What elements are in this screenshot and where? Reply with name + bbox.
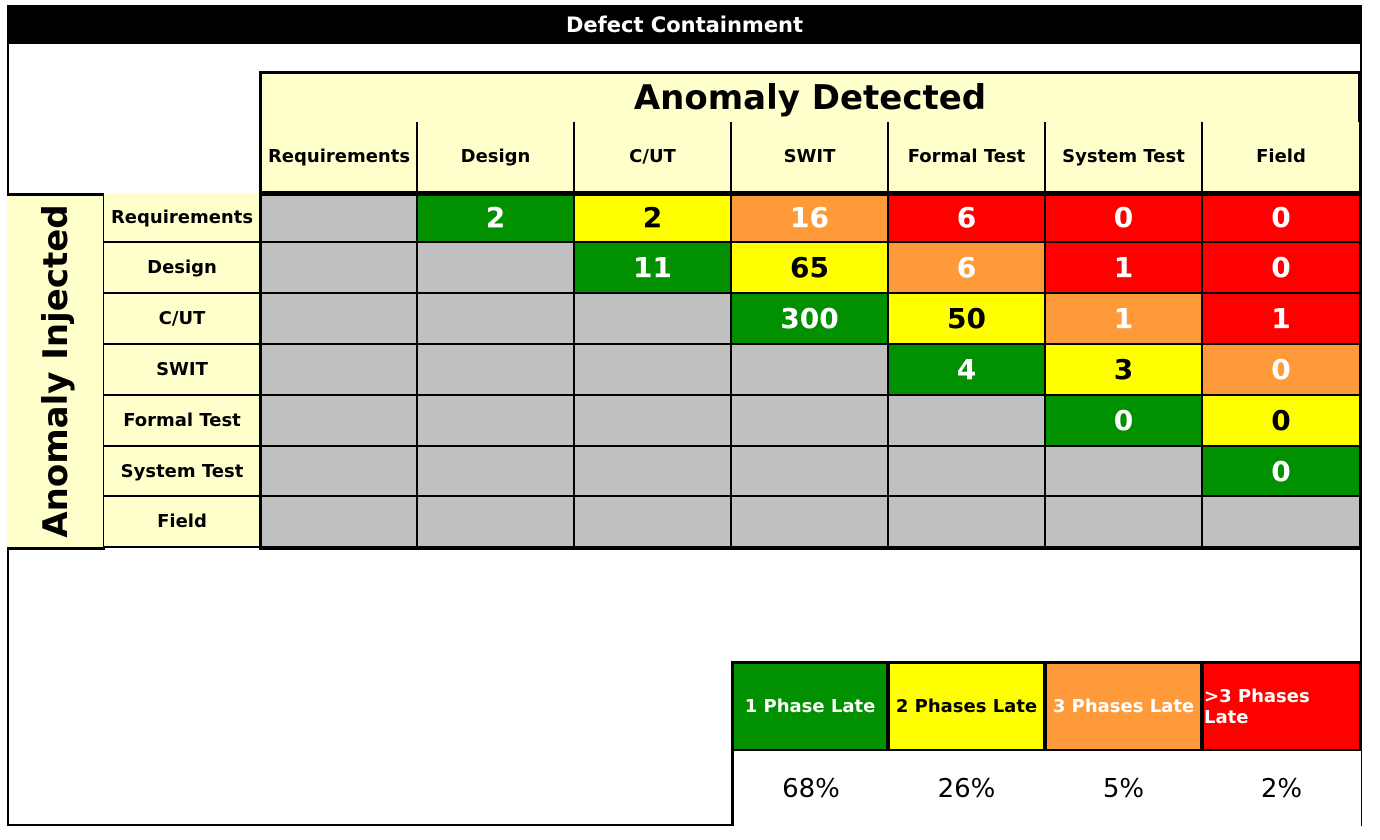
empty-cell: [575, 294, 732, 345]
empty-cell: [889, 497, 1046, 548]
value-cell: 0: [1203, 243, 1361, 294]
empty-cell: [732, 497, 889, 548]
row-header: Field: [104, 497, 262, 548]
empty-cell: [262, 447, 418, 497]
empty-cell: [575, 497, 732, 548]
value-cell: 0: [1203, 345, 1361, 396]
empty-cell: [262, 193, 418, 243]
empty-cell: [262, 396, 418, 447]
empty-cell: [1203, 497, 1361, 548]
column-header: C/UT: [575, 122, 732, 193]
empty-cell: [418, 447, 575, 497]
empty-cell: [262, 243, 418, 294]
legend-percent: 5%: [1045, 751, 1202, 826]
value-cell: 1: [1046, 243, 1203, 294]
value-cell: 0: [1203, 447, 1361, 497]
value-cell: 1: [1046, 294, 1203, 345]
empty-cell: [732, 345, 889, 396]
legend-percent: 68%: [731, 751, 888, 826]
value-cell: 0: [1046, 396, 1203, 447]
value-cell: 300: [732, 294, 889, 345]
column-header: Design: [418, 122, 575, 193]
empty-cell: [1046, 497, 1203, 548]
value-cell: 50: [889, 294, 1046, 345]
x-axis-title: Anomaly Detected: [259, 71, 1361, 124]
column-header: System Test: [1046, 122, 1203, 193]
value-cell: 16: [732, 193, 889, 243]
value-cell: 0: [1203, 193, 1361, 243]
empty-cell: [575, 447, 732, 497]
row-header: Design: [104, 243, 262, 294]
row-header: System Test: [104, 447, 262, 497]
empty-cell: [732, 396, 889, 447]
value-cell: 6: [889, 243, 1046, 294]
legend-swatch: 3 Phases Late: [1045, 661, 1202, 751]
value-cell: 3: [1046, 345, 1203, 396]
empty-cell: [1046, 447, 1203, 497]
legend-percent: 2%: [1202, 751, 1361, 826]
empty-cell: [575, 396, 732, 447]
value-cell: 0: [1203, 396, 1361, 447]
empty-cell: [262, 294, 418, 345]
row-header: C/UT: [104, 294, 262, 345]
value-cell: 11: [575, 243, 732, 294]
value-cell: 6: [889, 193, 1046, 243]
value-cell: 2: [575, 193, 732, 243]
empty-cell: [418, 396, 575, 447]
empty-cell: [732, 447, 889, 497]
empty-cell: [418, 345, 575, 396]
value-cell: 65: [732, 243, 889, 294]
row-header: Formal Test: [104, 396, 262, 447]
empty-cell: [418, 243, 575, 294]
value-cell: 4: [889, 345, 1046, 396]
legend-swatch: 2 Phases Late: [888, 661, 1045, 751]
empty-cell: [262, 497, 418, 548]
empty-cell: [889, 396, 1046, 447]
legend-swatch: 1 Phase Late: [731, 661, 888, 751]
column-header: SWIT: [732, 122, 889, 193]
value-cell: 1: [1203, 294, 1361, 345]
legend-swatch: >3 Phases Late: [1202, 661, 1361, 751]
row-header: Requirements: [104, 193, 262, 243]
chart-title: Defect Containment: [7, 5, 1362, 44]
column-header: Formal Test: [889, 122, 1046, 193]
empty-cell: [418, 294, 575, 345]
value-cell: 0: [1046, 193, 1203, 243]
legend: 1 Phase Late 68% 2 Phases Late 26% 3 Phases …: [731, 661, 1361, 826]
empty-cell: [418, 497, 575, 548]
legend-percent: 26%: [888, 751, 1045, 826]
value-cell: 2: [418, 193, 575, 243]
empty-cell: [889, 447, 1046, 497]
row-header: SWIT: [104, 345, 262, 396]
column-header: Field: [1203, 122, 1361, 193]
empty-cell: [575, 345, 732, 396]
empty-cell: [262, 345, 418, 396]
column-header: Requirements: [262, 122, 418, 193]
